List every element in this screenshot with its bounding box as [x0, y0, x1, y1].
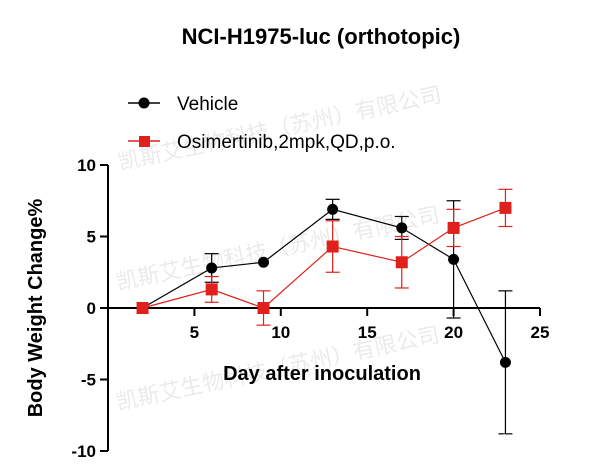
x-tick-label: 20	[444, 323, 463, 342]
data-point	[206, 262, 218, 274]
data-point	[499, 356, 511, 368]
data-point	[258, 256, 270, 268]
x-axis: 5 10 15 20 25	[108, 307, 550, 342]
watermark-text: 凯斯艾生物科技（苏州）有限公司	[114, 203, 442, 296]
data-point	[326, 240, 339, 253]
data-point	[327, 203, 339, 215]
series-layer	[136, 188, 513, 435]
x-axis-title: Day after inoculation	[223, 363, 421, 385]
data-point	[396, 222, 408, 234]
footer-watermark: 知乎 @凯斯艾生物	[480, 433, 596, 450]
chart-title: NCI-H1975-luc (orthotopic)	[182, 24, 461, 49]
data-point	[257, 302, 270, 314]
data-point	[448, 253, 460, 265]
y-tick-label: 10	[77, 156, 96, 175]
x-tick-label: 10	[271, 323, 290, 342]
data-point	[447, 221, 460, 234]
legend-marker-osimertinib	[139, 136, 150, 147]
y-tick-label: -10	[71, 442, 96, 461]
legend-marker-vehicle	[138, 97, 150, 109]
legend-label-vehicle: Vehicle	[177, 94, 238, 115]
data-point	[136, 302, 149, 314]
y-axis-title: Body Weight Change%	[25, 199, 47, 418]
y-tick-label: 5	[87, 228, 96, 247]
series-1	[136, 188, 513, 326]
x-tick-label: 5	[190, 323, 199, 342]
legend: Vehicle Osimertinib,2mpk,QD,p.o.	[128, 94, 396, 153]
legend-label-osimertinib: Osimertinib,2mpk,QD,p.o.	[177, 132, 396, 153]
data-point	[395, 256, 408, 269]
y-tick-label: 0	[87, 299, 96, 318]
y-axis: 10 5 0 -5 -10	[71, 156, 109, 461]
data-point	[499, 201, 512, 214]
x-tick-label: 15	[358, 323, 377, 342]
y-tick-label: -5	[81, 371, 96, 390]
x-tick-label: 25	[531, 323, 550, 342]
data-point	[205, 283, 218, 296]
watermark-text: 凯斯艾生物科技（苏州）有限公司	[116, 83, 444, 176]
